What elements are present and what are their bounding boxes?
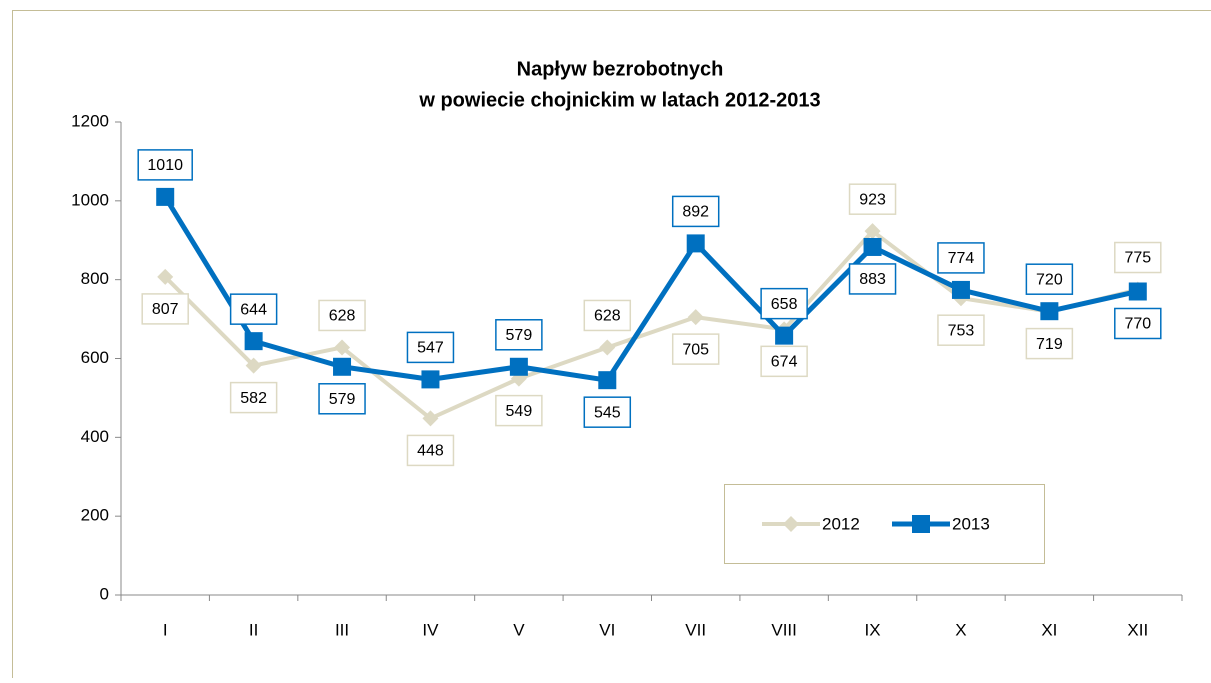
x-tick-label: IV (422, 620, 439, 639)
data-label: 628 (594, 308, 621, 325)
x-tick-label: III (335, 620, 349, 639)
data-label: 807 (152, 301, 179, 318)
data-label: 448 (417, 443, 444, 460)
x-tick-label: X (955, 620, 966, 639)
legend-label: 2012 (822, 514, 860, 533)
data-label: 705 (682, 341, 709, 358)
y-tick-label: 800 (81, 269, 109, 288)
point (1040, 302, 1058, 320)
data-label: 644 (240, 301, 267, 318)
x-tick-label: I (163, 620, 168, 639)
data-label: 923 (859, 191, 886, 208)
data-label: 658 (771, 296, 798, 313)
y-tick-label: 1000 (71, 190, 109, 209)
data-label: 719 (1036, 336, 1063, 353)
data-label: 547 (417, 340, 444, 357)
x-tick-label: VII (685, 620, 706, 639)
y-tick-label: 600 (81, 348, 109, 367)
x-tick-label: IX (865, 620, 881, 639)
data-label: 770 (1124, 316, 1151, 333)
x-tick-label: II (249, 620, 258, 639)
point (687, 234, 705, 252)
point (510, 358, 528, 376)
data-label: 674 (771, 354, 798, 371)
data-label: 579 (506, 327, 533, 344)
legend-marker (912, 515, 930, 533)
point (775, 327, 793, 345)
point (952, 281, 970, 299)
legend-label: 2013 (952, 514, 990, 533)
y-tick-label: 0 (100, 584, 109, 603)
x-tick-label: XI (1041, 620, 1057, 639)
point (245, 332, 263, 350)
chart-title: Napływ bezrobotnych (517, 58, 724, 80)
point (333, 358, 351, 376)
data-label: 775 (1124, 250, 1151, 267)
point (421, 370, 439, 388)
chart-title: w powiecie chojnickim w latach 2012-2013 (418, 89, 820, 111)
data-label: 1010 (147, 157, 183, 174)
data-label: 579 (329, 391, 356, 408)
x-tick-label: V (513, 620, 525, 639)
y-tick-label: 400 (81, 427, 109, 446)
data-label: 720 (1036, 271, 1063, 288)
data-label: 549 (506, 403, 533, 420)
data-label: 628 (329, 308, 356, 325)
data-label: 883 (859, 271, 886, 288)
data-label: 774 (948, 250, 975, 267)
data-label: 892 (682, 204, 709, 221)
y-tick-label: 200 (81, 506, 109, 525)
data-label: 753 (948, 322, 975, 339)
point (156, 188, 174, 206)
x-tick-label: VIII (771, 620, 797, 639)
point (1129, 282, 1147, 300)
point (864, 238, 882, 256)
x-tick-label: XII (1127, 620, 1148, 639)
data-label: 545 (594, 404, 621, 421)
data-label: 582 (240, 390, 267, 407)
y-tick-label: 1200 (71, 111, 109, 130)
x-tick-label: VI (599, 620, 615, 639)
point (598, 371, 616, 389)
